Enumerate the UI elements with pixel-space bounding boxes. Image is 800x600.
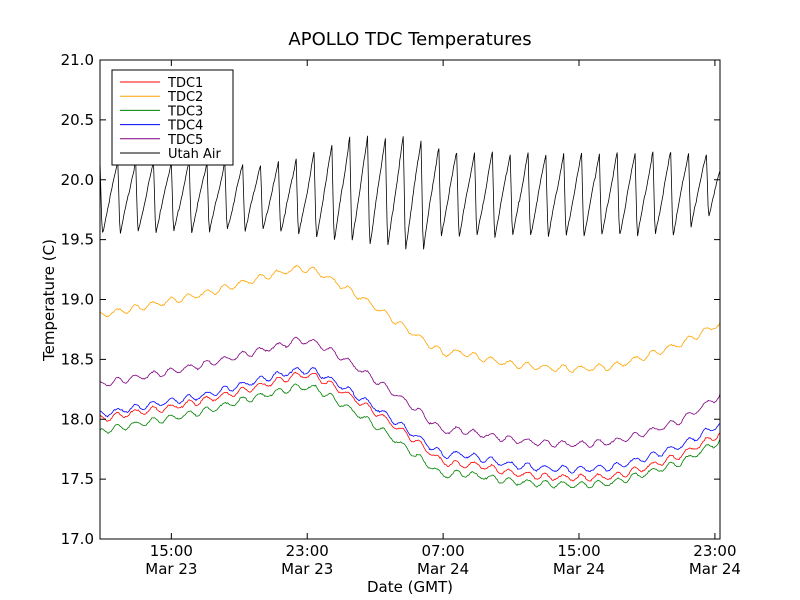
x-tick-time-label: 23:00 (286, 542, 329, 560)
x-tick-time-label: 15:00 (150, 542, 193, 560)
legend-label: TDC5 (167, 133, 203, 148)
series-line-tdc4 (100, 366, 720, 474)
series-line-tdc5 (100, 336, 720, 448)
y-tick-label: 21.0 (61, 51, 94, 69)
y-axis: 17.0 17.5 18.0 18.5 19.0 19.5 20.0 20.5 21.0 (61, 51, 720, 548)
legend-label: TDC4 (167, 119, 203, 134)
legend-label: TDC1 (167, 76, 203, 91)
series-line-tdc1 (100, 371, 720, 482)
legend-label: TDC2 (167, 90, 203, 105)
y-axis-title: Temperature (C) (40, 239, 58, 362)
x-tick-time-label: 15:00 (557, 542, 600, 560)
y-tick-label: 18.0 (61, 410, 94, 428)
x-axis-title: Date (GMT) (367, 578, 453, 596)
legend-label: TDC3 (167, 104, 203, 119)
x-tick-date-label: Mar 24 (689, 560, 741, 578)
y-tick-label: 18.5 (61, 350, 94, 368)
legend-label: Utah Air (168, 147, 221, 162)
series-layer (100, 135, 720, 489)
x-tick-date-label: Mar 23 (281, 560, 333, 578)
x-tick-date-label: Mar 23 (145, 560, 197, 578)
x-tick-date-label: Mar 24 (417, 560, 469, 578)
chart-title: APOLLO TDC Temperatures (288, 29, 531, 50)
legend-box (111, 69, 234, 166)
x-tick-time-label: 23:00 (693, 542, 736, 560)
y-tick-label: 19.0 (61, 291, 94, 309)
y-tick-label: 19.5 (61, 231, 94, 249)
y-tick-label: 20.5 (61, 111, 94, 129)
series-line-utah-air (100, 135, 720, 250)
series-line-tdc3 (100, 383, 720, 489)
y-tick-label: 17.5 (61, 470, 94, 488)
y-tick-label: 17.0 (61, 530, 94, 548)
y-tick-label: 20.0 (61, 171, 94, 189)
x-tick-time-label: 07:00 (422, 542, 465, 560)
series-line-tdc2 (100, 265, 720, 373)
x-tick-date-label: Mar 24 (553, 560, 605, 578)
